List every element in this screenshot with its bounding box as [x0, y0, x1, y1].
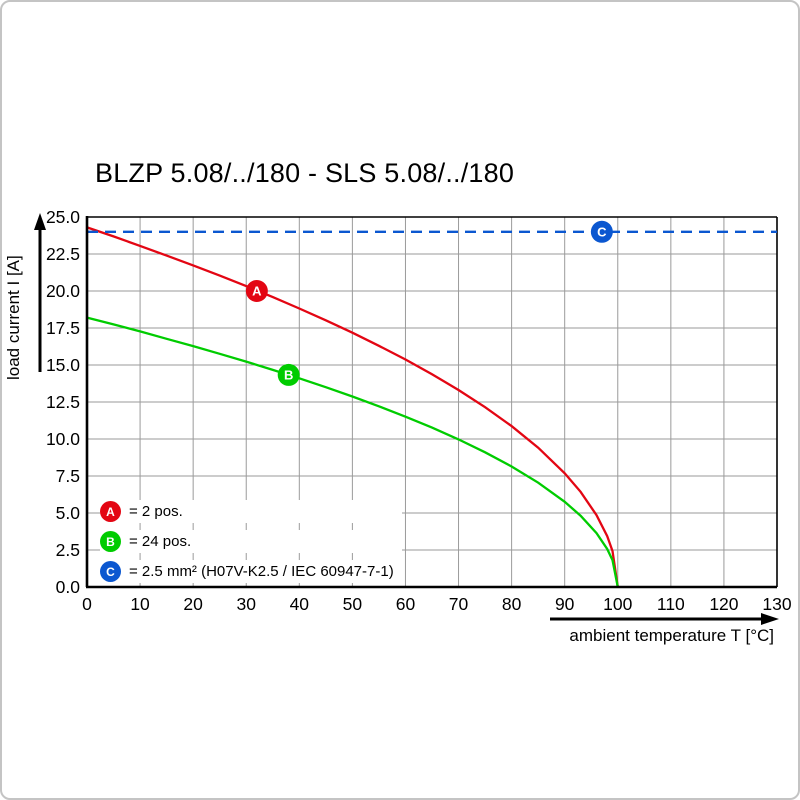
- x-tick-label: 40: [290, 594, 310, 614]
- marker-letter-A: A: [252, 284, 262, 299]
- marker-letter-C: C: [597, 224, 607, 239]
- y-tick-label: 10.0: [46, 429, 80, 449]
- marker-C: [590, 220, 613, 243]
- series-B: [86, 316, 619, 588]
- legend-label-a: = 2 pos.: [129, 503, 183, 520]
- marker-A: [245, 280, 268, 302]
- page-title: BLZP 5.08/../180 - SLS 5.08/../180: [95, 158, 515, 188]
- x-tick-label: 110: [657, 594, 685, 614]
- legend-marker-b-icon: B: [100, 531, 121, 552]
- legend-row-c: C = 2.5 mm² (H07V-K2.5 / IEC 60947-7-1): [100, 560, 402, 583]
- x-tick-label: 10: [130, 594, 150, 614]
- x-tick-label: 50: [343, 594, 363, 614]
- y-tick-label: 2.5: [56, 540, 80, 560]
- chart-legend: A = 2 pos. B = 24 pos. C = 2.5 mm² (H07V-K2.5…: [100, 500, 402, 583]
- x-tick-label: 20: [183, 594, 203, 614]
- marker-letter-B: B: [284, 368, 293, 383]
- y-tick-label: 12.5: [46, 392, 80, 412]
- x-tick-label: 0: [82, 594, 92, 614]
- x-tick-label: 30: [236, 594, 256, 614]
- y-axis-label: load current I [A]: [4, 255, 23, 380]
- x-tick-label: 80: [502, 594, 522, 614]
- y-tick-label: 17.5: [46, 318, 80, 338]
- legend-marker-a-icon: A: [100, 501, 121, 522]
- legend-row-a: A = 2 pos.: [100, 500, 402, 523]
- legend-label-c: = 2.5 mm² (H07V-K2.5 / IEC 60947-7-1): [129, 563, 394, 580]
- x-tick-label: 60: [396, 594, 416, 614]
- x-axis-arrowhead: [761, 613, 779, 625]
- legend-marker-c-icon: C: [100, 561, 121, 582]
- x-axis-label: ambient temperature T [°C]: [569, 626, 774, 645]
- x-tick-label: 70: [449, 594, 469, 614]
- x-tick-label: 120: [709, 594, 738, 614]
- y-tick-label: 5.0: [56, 503, 81, 523]
- y-tick-label: 20.0: [46, 281, 80, 301]
- legend-row-b: B = 24 pos.: [100, 530, 402, 553]
- y-tick-label: 7.5: [56, 466, 80, 486]
- x-tick-label: 130: [762, 594, 791, 614]
- series-A: [86, 226, 619, 588]
- y-axis-arrowhead: [34, 213, 46, 230]
- legend-label-b: = 24 pos.: [129, 533, 192, 550]
- y-tick-label: 0.0: [56, 577, 81, 597]
- y-tick-label: 22.5: [46, 244, 80, 264]
- x-tick-label: 90: [555, 594, 575, 614]
- marker-B: [277, 363, 300, 386]
- y-tick-label: 15.0: [46, 355, 80, 375]
- x-tick-label: 100: [603, 594, 632, 614]
- y-tick-label: 25.0: [46, 207, 80, 227]
